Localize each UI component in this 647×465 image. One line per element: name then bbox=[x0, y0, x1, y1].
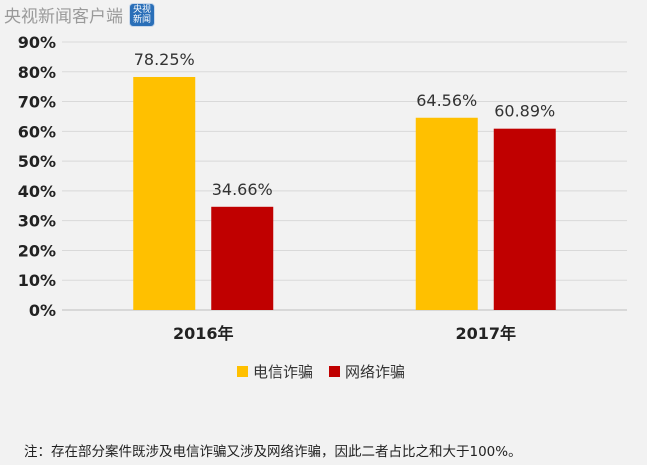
watermark: 央视新闻客户端 央视 新闻 bbox=[4, 2, 155, 27]
data-label: 60.89% bbox=[494, 102, 555, 121]
y-tick-label: 70% bbox=[18, 93, 56, 112]
bar bbox=[415, 117, 478, 310]
watermark-text: 央视新闻客户端 bbox=[4, 7, 123, 27]
y-tick-label: 60% bbox=[18, 122, 56, 141]
footnote: 注：存在部分案件既涉及电信诈骗又涉及网络诈骗，因此二者占比之和大于100%。 bbox=[24, 444, 522, 460]
y-tick-label: 30% bbox=[18, 212, 56, 231]
bar bbox=[493, 128, 556, 310]
bar bbox=[211, 206, 274, 310]
x-tick-label: 2016年 bbox=[173, 324, 234, 343]
data-label: 78.25% bbox=[134, 50, 195, 69]
y-tick-label: 10% bbox=[18, 271, 56, 290]
legend-label: 电信诈骗 bbox=[253, 363, 313, 381]
y-tick-label: 0% bbox=[29, 301, 56, 320]
y-tick-label: 80% bbox=[18, 63, 56, 82]
legend-swatch bbox=[237, 366, 248, 377]
cctv-news-logo-icon: 央视 新闻 bbox=[129, 2, 155, 27]
y-tick-label: 20% bbox=[18, 241, 56, 260]
legend-swatch bbox=[329, 366, 340, 377]
data-label: 34.66% bbox=[212, 180, 273, 199]
legend-label: 网络诈骗 bbox=[345, 363, 405, 381]
y-tick-label: 50% bbox=[18, 152, 56, 171]
y-tick-label: 40% bbox=[18, 182, 56, 201]
data-label: 64.56% bbox=[416, 91, 477, 110]
bar bbox=[133, 76, 196, 310]
x-tick-label: 2017年 bbox=[455, 324, 516, 343]
y-tick-label: 90% bbox=[18, 33, 56, 52]
